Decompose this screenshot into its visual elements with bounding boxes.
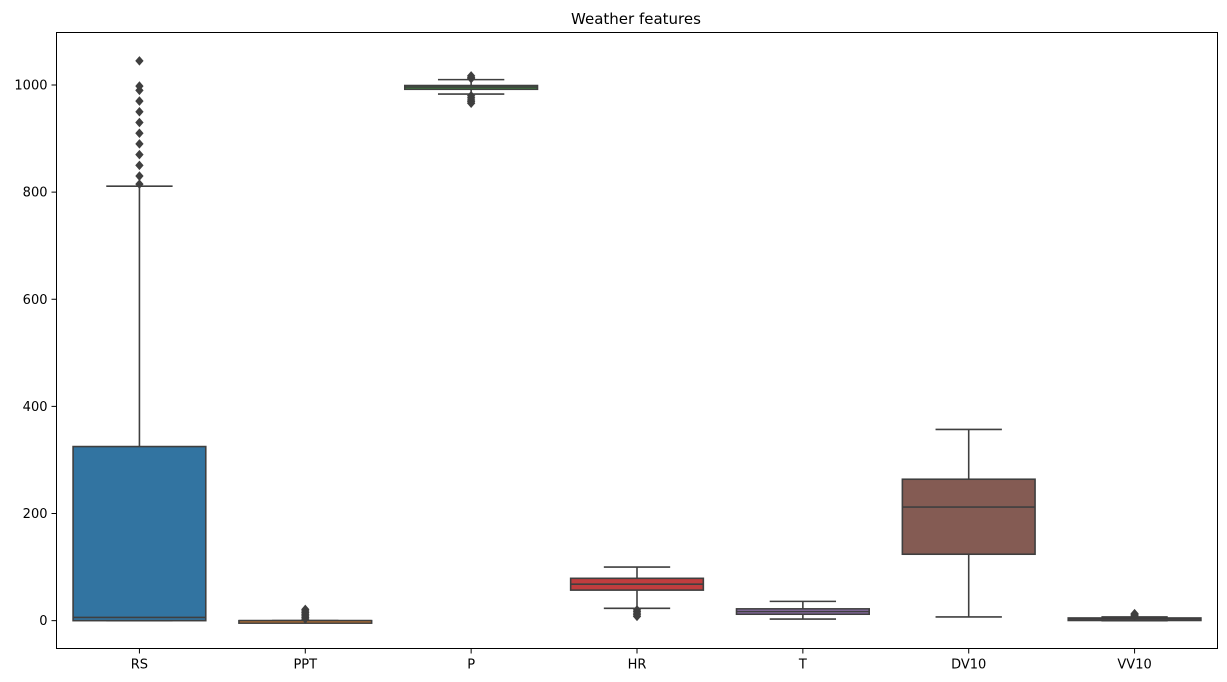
y-tick-label: 1000 [14, 78, 47, 93]
box-group-rs [72, 56, 207, 622]
x-tick-label: RS [131, 658, 148, 673]
box-group-ppt [238, 604, 373, 624]
outlier-point [135, 56, 144, 66]
outlier-point [135, 117, 144, 128]
outlier-point [135, 81, 144, 91]
outlier-point [135, 179, 144, 189]
x-tick-label: DV10 [951, 658, 986, 673]
outlier-point [135, 107, 144, 117]
plot-area [72, 56, 1202, 624]
outlier-point [135, 128, 144, 138]
outlier-point [466, 71, 476, 81]
outlier-point [135, 160, 144, 171]
box-group-dv10 [901, 428, 1036, 618]
y-axis: 0 200 400 600 800 1000 [14, 78, 57, 629]
outlier-point [1130, 608, 1139, 619]
outlier-point [135, 139, 144, 149]
box-group-vv10 [1067, 608, 1202, 622]
axes-frame [56, 32, 1218, 649]
y-tick-label: 200 [23, 507, 48, 522]
outlier-point [466, 98, 476, 108]
x-tick-label: P [467, 658, 475, 673]
box-iqr [901, 478, 1036, 556]
y-tick-label: 600 [23, 293, 48, 308]
x-tick-label: PPT [293, 658, 317, 673]
box-iqr [72, 445, 207, 622]
box-group-hr [569, 566, 705, 622]
x-tick-label: HR [628, 658, 647, 673]
box-group-p [403, 71, 539, 108]
box-group-t [735, 600, 870, 620]
outlier-point [301, 604, 310, 615]
x-tick-label: T [798, 658, 807, 673]
x-tick-label: VV10 [1117, 658, 1151, 673]
outlier-point [632, 611, 642, 622]
y-tick-label: 400 [23, 400, 48, 415]
outlier-point [135, 96, 144, 106]
outlier-point [135, 149, 144, 160]
y-tick-label: 0 [39, 614, 47, 629]
chart-title: Weather features [571, 10, 701, 28]
y-tick-label: 800 [23, 186, 48, 201]
outlier-point [135, 171, 144, 181]
x-axis: RS PPT P HR T DV10 VV10 [131, 648, 1152, 673]
